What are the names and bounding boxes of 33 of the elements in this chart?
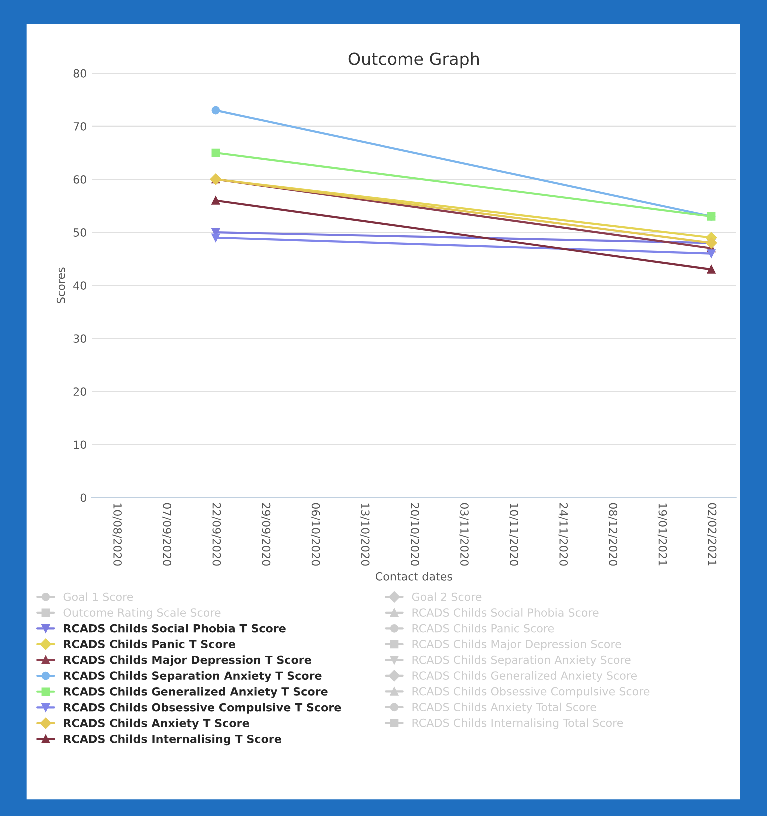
x-tick-label: 07/09/2020 xyxy=(162,503,172,566)
y-tick-label: 80 xyxy=(74,69,86,78)
x-tick-label: 10/08/2020 xyxy=(112,504,122,566)
legend-label: RCADS Childs Separation Anxiety T Score xyxy=(64,671,322,682)
chart-title: Outcome Graph xyxy=(348,52,480,69)
legend-label: RCADS Childs Social Phobia T Score xyxy=(64,624,286,633)
y-tick-label: 10 xyxy=(74,440,86,450)
legend-label: RCADS Childs Major Depression T Score xyxy=(64,656,312,666)
x-tick-label: 06/10/2020 xyxy=(310,503,320,566)
x-tick-label: 03/11/2020 xyxy=(460,503,469,566)
y-tick-label: 60 xyxy=(74,175,86,184)
y-tick-label: 70 xyxy=(74,122,86,131)
legend-label: RCADS Childs Panic T Score xyxy=(64,640,236,648)
x-axis-title: Contact dates xyxy=(376,572,452,581)
legend-label: RCADS Childs Internalising T Score xyxy=(64,734,282,746)
legend-label: RCADS Childs Obsessive Compulsive T Score xyxy=(64,703,342,714)
y-tick-label: 50 xyxy=(74,228,86,237)
y-axis-title: Scores xyxy=(56,268,66,304)
x-tick-label: 19/01/2021 xyxy=(658,504,668,566)
x-tick-label: 02/02/2021 xyxy=(707,503,717,566)
x-tick-label: 24/11/2020 xyxy=(558,503,568,566)
y-tick-label: 40 xyxy=(74,282,86,290)
legend-label: RCADS Childs Anxiety T Score xyxy=(64,718,250,730)
x-tick-label: 08/12/2020 xyxy=(608,503,618,566)
y-tick-label: 30 xyxy=(74,334,86,344)
legend-label: RCADS Childs Generalized Anxiety T Score xyxy=(64,687,328,698)
x-tick-label: 22/09/2020 xyxy=(212,503,222,566)
x-tick-label: 10/11/2020 xyxy=(509,504,518,566)
x-tick-label: 29/09/2020 xyxy=(261,503,271,566)
x-tick-label: 13/10/2020 xyxy=(360,504,370,566)
y-tick-label: 0 xyxy=(80,494,86,502)
y-tick-label: 20 xyxy=(74,388,86,396)
x-tick-label: 20/10/2020 xyxy=(410,503,420,566)
